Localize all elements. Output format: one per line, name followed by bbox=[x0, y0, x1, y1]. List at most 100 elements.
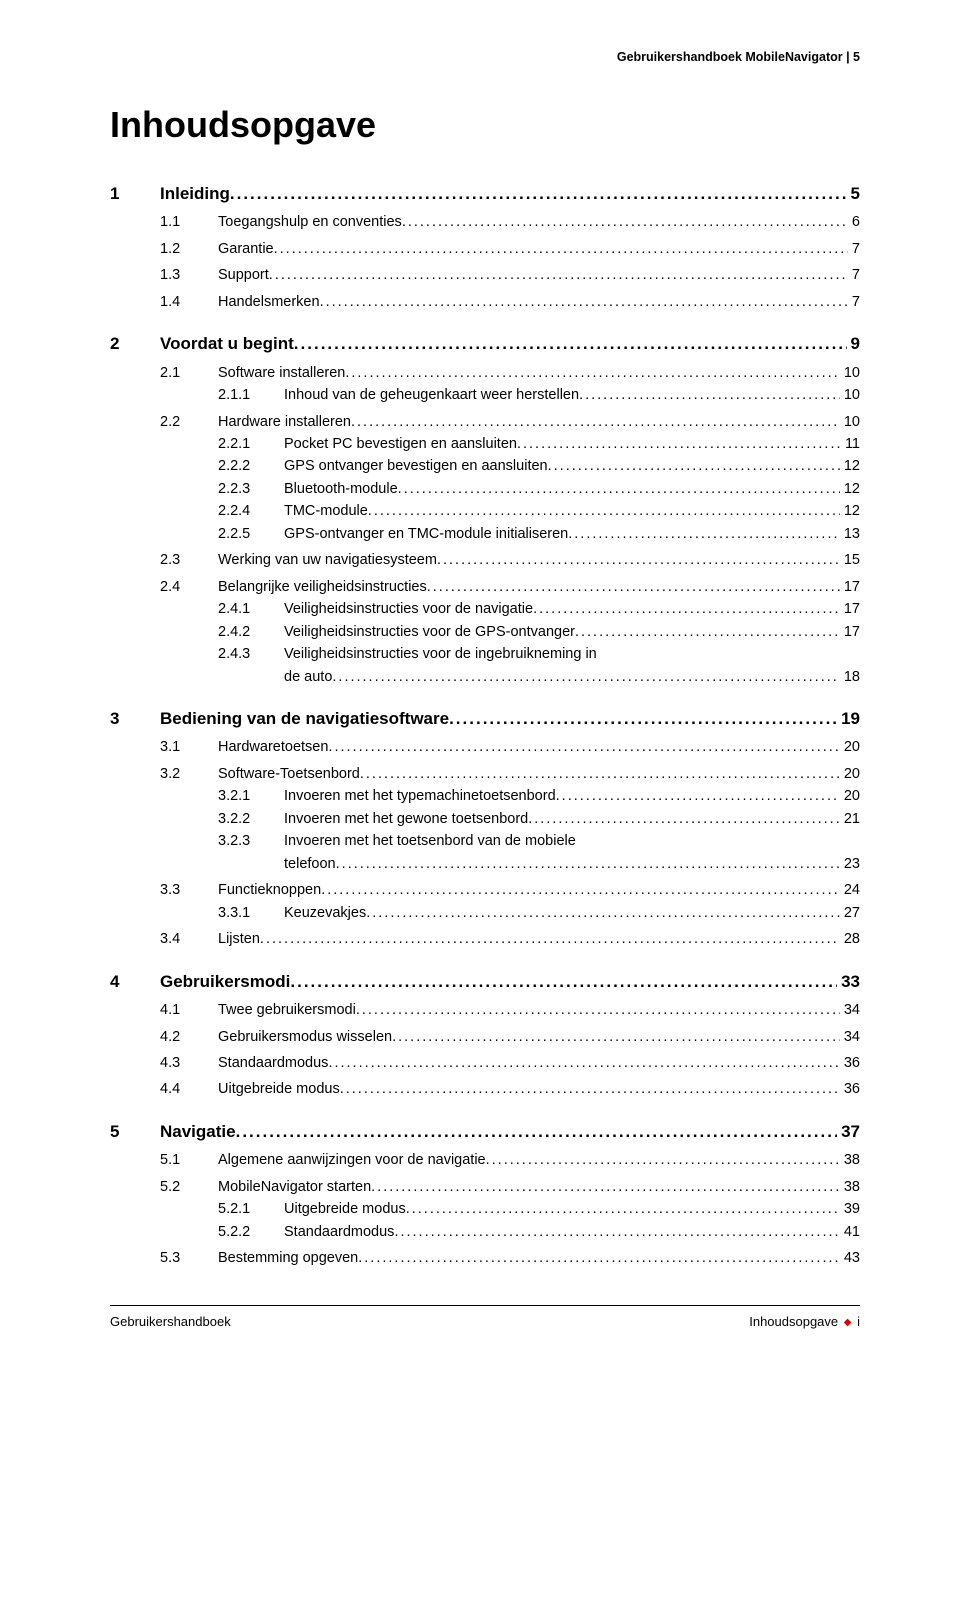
toc-page: 36 bbox=[840, 1078, 860, 1100]
toc-page: 38 bbox=[840, 1176, 860, 1198]
toc-number: 3.2.3 bbox=[218, 830, 284, 852]
toc-entry: 3.2.2Invoeren met het gewone toetsenbord… bbox=[110, 808, 860, 830]
page-title: Inhoudsopgave bbox=[110, 104, 860, 146]
toc-text: TMC-module bbox=[284, 500, 368, 522]
toc-text: Algemene aanwijzingen voor de navigatie bbox=[218, 1149, 486, 1171]
toc-text: Software installeren bbox=[218, 362, 345, 384]
page-header: Gebruikershandboek MobileNavigator | 5 bbox=[110, 50, 860, 64]
toc-entry: 5.3Bestemming opgeven43 bbox=[110, 1247, 860, 1269]
toc-number: 2.4.2 bbox=[218, 621, 284, 643]
toc-page: 7 bbox=[848, 238, 860, 260]
toc-number: 3.3.1 bbox=[218, 902, 284, 924]
toc-text: Veiligheidsinstructies voor de GPS-ontva… bbox=[284, 621, 575, 643]
toc-number: 3 bbox=[110, 706, 160, 732]
toc-leader bbox=[394, 1221, 839, 1243]
toc-number: 5.2 bbox=[160, 1176, 218, 1198]
toc-entry: 2.1.1Inhoud van de geheugenkaart weer he… bbox=[110, 384, 860, 406]
toc-leader bbox=[320, 291, 848, 313]
toc-text: Pocket PC bevestigen en aansluiten bbox=[284, 433, 517, 455]
toc-page: 17 bbox=[840, 621, 860, 643]
toc-page: 17 bbox=[840, 576, 860, 598]
toc-page: 24 bbox=[840, 879, 860, 901]
toc-leader bbox=[328, 1052, 839, 1074]
toc-page: 34 bbox=[840, 1026, 860, 1048]
toc-entry: 2.2Hardware installeren10 bbox=[110, 411, 860, 433]
toc-page: 7 bbox=[848, 264, 860, 286]
page-footer: Gebruikershandboek Inhoudsopgave ◆ i bbox=[110, 1305, 860, 1329]
toc-number: 5.1 bbox=[160, 1149, 218, 1171]
toc-page: 43 bbox=[840, 1247, 860, 1269]
toc-number: 1 bbox=[110, 181, 160, 207]
toc-page: 23 bbox=[840, 853, 860, 875]
toc-number: 2.2.4 bbox=[218, 500, 284, 522]
toc-page: 27 bbox=[840, 902, 860, 924]
toc-entry: 2.2.2GPS ontvanger bevestigen en aanslui… bbox=[110, 455, 860, 477]
toc-leader bbox=[368, 500, 840, 522]
toc-entry: 1.1Toegangshulp en conventies6 bbox=[110, 211, 860, 233]
toc-number: 4.3 bbox=[160, 1052, 218, 1074]
toc-leader bbox=[358, 1247, 840, 1269]
toc-page: 10 bbox=[840, 362, 860, 384]
toc-page: 7 bbox=[848, 291, 860, 313]
toc-page: 12 bbox=[840, 478, 860, 500]
toc-number: 5.3 bbox=[160, 1247, 218, 1269]
toc-leader bbox=[427, 576, 840, 598]
toc-page: 41 bbox=[840, 1221, 860, 1243]
toc-leader bbox=[437, 549, 840, 571]
toc-page: 33 bbox=[837, 969, 860, 995]
toc-page: 39 bbox=[840, 1198, 860, 1220]
toc-leader bbox=[398, 478, 840, 500]
toc-number: 3.2.1 bbox=[218, 785, 284, 807]
toc-number: 2.2.5 bbox=[218, 523, 284, 545]
toc-number: 2.4 bbox=[160, 576, 218, 598]
toc-leader bbox=[449, 706, 837, 732]
toc-entry: 4Gebruikersmodi33 bbox=[110, 969, 860, 995]
toc-text: telefoon bbox=[284, 853, 336, 875]
toc-entry: 1.4Handelsmerken 7 bbox=[110, 291, 860, 313]
toc-entry: 3.4Lijsten28 bbox=[110, 928, 860, 950]
footer-right: Inhoudsopgave ◆ i bbox=[749, 1314, 860, 1329]
toc-entry: 1.2Garantie7 bbox=[110, 238, 860, 260]
toc-page: 19 bbox=[837, 706, 860, 732]
toc-page: 28 bbox=[840, 928, 860, 950]
toc-leader bbox=[328, 736, 839, 758]
toc-text: Handelsmerken bbox=[218, 291, 320, 313]
toc-page: 21 bbox=[840, 808, 860, 830]
toc-entry: 3.1Hardwaretoetsen20 bbox=[110, 736, 860, 758]
toc-page: 6 bbox=[848, 211, 860, 233]
toc-page: 15 bbox=[840, 549, 860, 571]
toc-leader bbox=[360, 763, 840, 785]
toc-text: Veiligheidsinstructies voor de ingebruik… bbox=[284, 643, 597, 665]
toc-page: 10 bbox=[840, 411, 860, 433]
toc-number: 1.4 bbox=[160, 291, 218, 313]
toc-number: 3.3 bbox=[160, 879, 218, 901]
toc-number: 2.2.1 bbox=[218, 433, 284, 455]
toc-text: Hardwaretoetsen bbox=[218, 736, 328, 758]
toc-number: 1.2 bbox=[160, 238, 218, 260]
toc-leader bbox=[290, 969, 837, 995]
toc-text: Belangrijke veiligheidsinstructies bbox=[218, 576, 427, 598]
toc-leader bbox=[568, 523, 840, 545]
toc-number: 2 bbox=[110, 331, 160, 357]
toc-leader bbox=[371, 1176, 840, 1198]
toc-page: 17 bbox=[840, 598, 860, 620]
toc-number: 5.2.2 bbox=[218, 1221, 284, 1243]
toc-entry: 2.4.1Veiligheidsinstructies voor de navi… bbox=[110, 598, 860, 620]
toc-entry: 2.4Belangrijke veiligheidsinstructies 17 bbox=[110, 576, 860, 598]
toc-number: 4.2 bbox=[160, 1026, 218, 1048]
toc-page: 20 bbox=[840, 785, 860, 807]
toc-leader bbox=[406, 1198, 840, 1220]
toc-text: de auto bbox=[284, 666, 332, 688]
toc-number: 2.3 bbox=[160, 549, 218, 571]
toc-number: 3.4 bbox=[160, 928, 218, 950]
toc-text: GPS ontvanger bevestigen en aansluiten bbox=[284, 455, 548, 477]
toc-text: Invoeren met het toetsenbord van de mobi… bbox=[284, 830, 576, 852]
toc-entry: 3Bediening van de navigatiesoftware19 bbox=[110, 706, 860, 732]
toc-entry: 2.2.3Bluetooth-module12 bbox=[110, 478, 860, 500]
toc-text: Twee gebruikersmodi bbox=[218, 999, 356, 1021]
toc-leader bbox=[336, 853, 840, 875]
toc-entry: 4.3Standaardmodus36 bbox=[110, 1052, 860, 1074]
toc-number: 3.2 bbox=[160, 763, 218, 785]
toc-number: 2.2.2 bbox=[218, 455, 284, 477]
toc-text: Uitgebreide modus bbox=[218, 1078, 340, 1100]
